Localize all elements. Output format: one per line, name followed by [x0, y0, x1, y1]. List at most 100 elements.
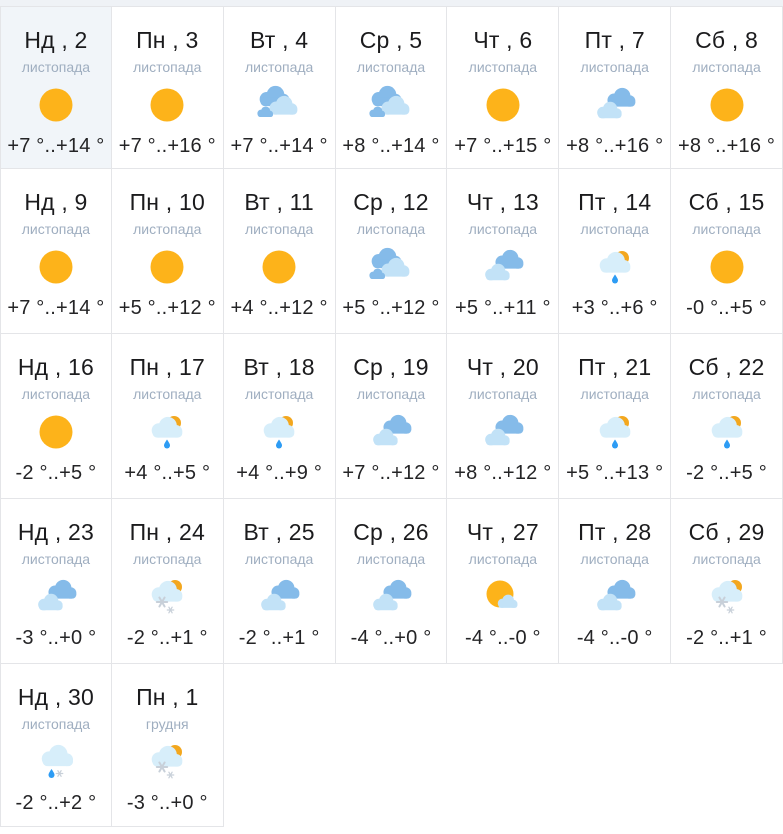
day-cell[interactable]: Пн , 24 листопада -2 °..+1 °	[111, 499, 224, 664]
day-cell[interactable]: Ср , 19 листопада +7 °..+12 °	[335, 334, 448, 499]
day-title: Пт , 28	[578, 519, 652, 545]
sun-icon	[262, 250, 296, 284]
day-temps: -4 °..-0 °	[576, 627, 653, 649]
day-cell[interactable]: Пн , 1 грудня -3 °..+0 °	[111, 664, 224, 827]
day-cell[interactable]: Пт , 7 листопада +8 °..+16 °	[559, 6, 672, 169]
day-icon-slot	[143, 412, 191, 452]
day-month: листопада	[21, 386, 91, 402]
day-icon-slot	[32, 577, 80, 617]
rain-snow-icon	[41, 744, 73, 778]
day-cell[interactable]: Пт , 28 листопада -4 °..-0 °	[559, 499, 672, 664]
day-temps: +5 °..+11 °	[455, 297, 551, 319]
day-month: листопада	[21, 221, 91, 237]
day-title: Чт , 13	[466, 189, 539, 215]
day-cell[interactable]: Пт , 21 листопада +5 °..+13 °	[559, 334, 672, 499]
day-title: Нд , 16	[17, 354, 95, 380]
sun-icon	[710, 250, 744, 284]
day-cell[interactable]: Нд , 16 листопада -2 °..+5 °	[0, 334, 112, 499]
snow-sun-icon	[151, 580, 183, 614]
clouds-heavy-icon	[369, 247, 410, 280]
day-month: листопада	[580, 386, 649, 402]
day-cell[interactable]: Чт , 13 листопада +5 °..+11 °	[447, 169, 560, 334]
rain-sun-icon	[599, 251, 631, 284]
day-month: листопада	[133, 386, 202, 402]
day-cell[interactable]: Ср , 12 листопада +5 °..+12 °	[335, 169, 448, 334]
day-month: листопада	[21, 551, 91, 567]
day-cell[interactable]: Нд , 9 листопада +7 °..+14 °	[0, 169, 112, 334]
day-title: Вт , 25	[243, 519, 315, 545]
day-icon-slot	[255, 247, 303, 287]
cloudy-icon	[485, 249, 524, 281]
day-cell[interactable]: Нд , 23 листопада -3 °..+0 °	[0, 499, 112, 664]
day-cell[interactable]: Чт , 6 листопада +7 °..+15 °	[447, 6, 560, 169]
day-month: грудня	[145, 716, 189, 732]
cloudy-icon	[373, 414, 412, 446]
day-temps: +4 °..+9 °	[236, 462, 323, 484]
cloudy-icon	[485, 414, 524, 446]
day-month: листопада	[356, 221, 426, 237]
day-temps: +8 °..+16 °	[566, 135, 664, 157]
day-cell[interactable]: Пн , 3 листопада +7 °..+16 °	[111, 6, 224, 169]
day-icon-slot	[591, 85, 639, 125]
day-temps: +4 °..+5 °	[124, 462, 211, 484]
day-cell[interactable]: Пн , 17 листопада +4 °..+5 °	[111, 334, 224, 499]
day-month: листопада	[692, 386, 761, 402]
day-icon-slot	[143, 85, 191, 125]
sun-icon	[150, 250, 184, 284]
day-month: листопада	[580, 221, 649, 237]
day-title: Пт , 21	[578, 354, 652, 380]
day-month: листопада	[133, 59, 202, 75]
day-month: листопада	[356, 386, 426, 402]
day-cell[interactable]: Пт , 14 листопада +3 °..+6 °	[559, 169, 672, 334]
day-title: Пт , 14	[578, 189, 652, 215]
day-temps: -2 °..+5 °	[15, 462, 97, 484]
rain-sun-icon	[599, 416, 631, 449]
day-month: листопада	[21, 59, 91, 75]
day-temps: +5 °..+12 °	[342, 297, 440, 319]
day-cell[interactable]: Вт , 4 листопада +7 °..+14 °	[223, 6, 336, 169]
day-cell[interactable]: Чт , 20 листопада +8 °..+12 °	[447, 334, 560, 499]
day-cell[interactable]: Ср , 26 листопада -4 °..+0 °	[335, 499, 448, 664]
day-cell[interactable]: Нд , 30 листопада -2 °..+2 °	[0, 664, 112, 827]
day-title: Пн , 17	[129, 354, 205, 380]
day-temps: +7 °..+15 °	[454, 135, 552, 157]
day-icon-slot	[479, 577, 527, 617]
day-cell[interactable]: Сб , 15 листопада -0 °..+5 °	[671, 169, 783, 334]
day-title: Нд , 2	[24, 27, 88, 53]
day-icon-slot	[255, 85, 303, 125]
day-cell[interactable]: Пн , 10 листопада +5 °..+12 °	[111, 169, 224, 334]
day-temps: -4 °..-0 °	[464, 627, 541, 649]
day-temps: +8 °..+14 °	[342, 135, 440, 157]
day-cell[interactable]: Сб , 8 листопада +8 °..+16 °	[671, 6, 783, 169]
day-temps: +5 °..+12 °	[118, 297, 216, 319]
day-icon-slot	[367, 412, 415, 452]
day-title: Нд , 30	[17, 684, 95, 710]
day-icon-slot	[703, 577, 751, 617]
day-cell[interactable]: Чт , 27 листопада -4 °..-0 °	[447, 499, 560, 664]
day-icon-slot	[479, 85, 527, 125]
rain-sun-icon	[151, 416, 183, 449]
day-icon-slot	[703, 247, 751, 287]
day-temps: -2 °..+5 °	[686, 462, 767, 484]
day-title: Чт , 27	[466, 519, 539, 545]
day-temps: +8 °..+16 °	[677, 135, 776, 157]
day-month: листопада	[468, 59, 538, 75]
day-title: Вт , 18	[243, 354, 315, 380]
day-cell[interactable]: Нд , 2 листопада +7 °..+14 °	[0, 6, 112, 169]
day-temps: +7 °..+14 °	[7, 135, 105, 157]
day-temps: -2 °..+2 °	[15, 792, 97, 814]
day-cell[interactable]: Ср , 5 листопада +8 °..+14 °	[335, 6, 448, 169]
day-title: Сб , 29	[688, 519, 765, 545]
day-title: Пн , 3	[136, 27, 199, 53]
day-icon-slot	[143, 247, 191, 287]
day-temps: +7 °..+14 °	[7, 297, 105, 319]
day-cell[interactable]: Вт , 25 листопада -2 °..+1 °	[223, 499, 336, 664]
day-month: листопада	[244, 386, 314, 402]
day-cell[interactable]: Вт , 18 листопада +4 °..+9 °	[223, 334, 336, 499]
day-title: Ср , 19	[353, 354, 429, 380]
day-cell[interactable]: Сб , 22 листопада -2 °..+5 °	[671, 334, 783, 499]
day-month: листопада	[692, 221, 761, 237]
day-temps: -3 °..+0 °	[126, 792, 208, 814]
day-cell[interactable]: Сб , 29 листопада -2 °..+1 °	[671, 499, 783, 664]
day-cell[interactable]: Вт , 11 листопада +4 °..+12 °	[223, 169, 336, 334]
